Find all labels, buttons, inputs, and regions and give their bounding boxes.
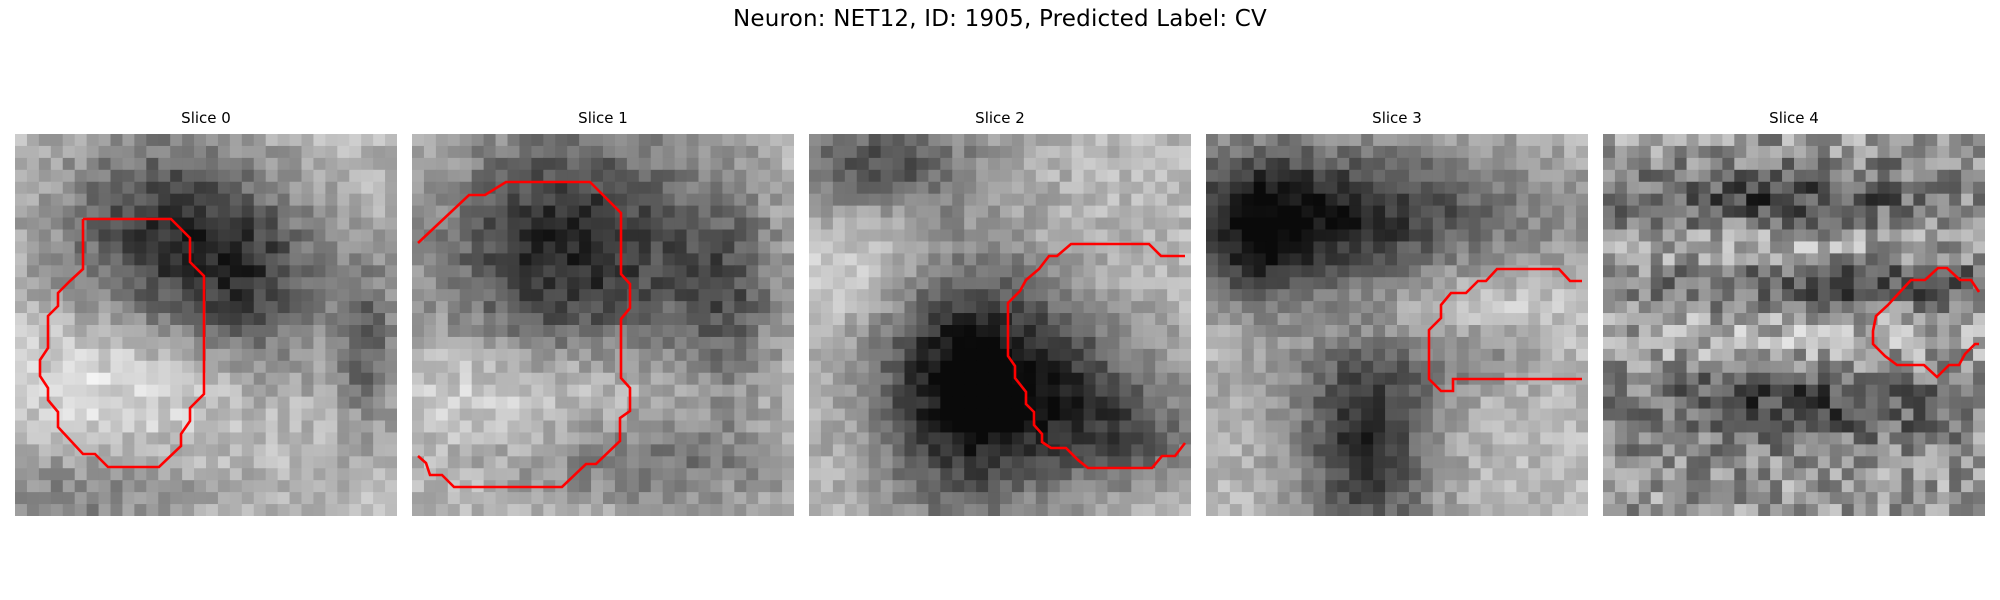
slice-0-image (15, 134, 397, 516)
slice-2-title: Slice 2 (975, 109, 1025, 127)
slice-0-pixel-grid (15, 134, 397, 516)
figure-title: Neuron: NET12, ID: 1905, Predicted Label… (733, 6, 1267, 32)
slice-3-pixel-grid (1206, 134, 1588, 516)
slice-0-contour (38, 217, 206, 469)
slice-3-contour (1427, 267, 1582, 393)
slice-3-image (1206, 134, 1588, 516)
slice-4-title: Slice 4 (1769, 109, 1819, 127)
slice-4-image (1603, 134, 1985, 516)
slice-1-image (412, 134, 794, 516)
slice-4-contour (1871, 266, 1981, 379)
slice-0-title: Slice 0 (181, 109, 231, 127)
slice-1-contour (417, 180, 632, 489)
slice-1-pixel-grid (412, 134, 794, 516)
slice-3-title: Slice 3 (1372, 109, 1422, 127)
slice-4-pixel-grid (1603, 134, 1985, 516)
slice-2-pixel-grid (809, 134, 1191, 516)
slice-2-contour (1006, 242, 1187, 470)
slice-2-image (809, 134, 1191, 516)
slice-1-title: Slice 1 (578, 109, 628, 127)
